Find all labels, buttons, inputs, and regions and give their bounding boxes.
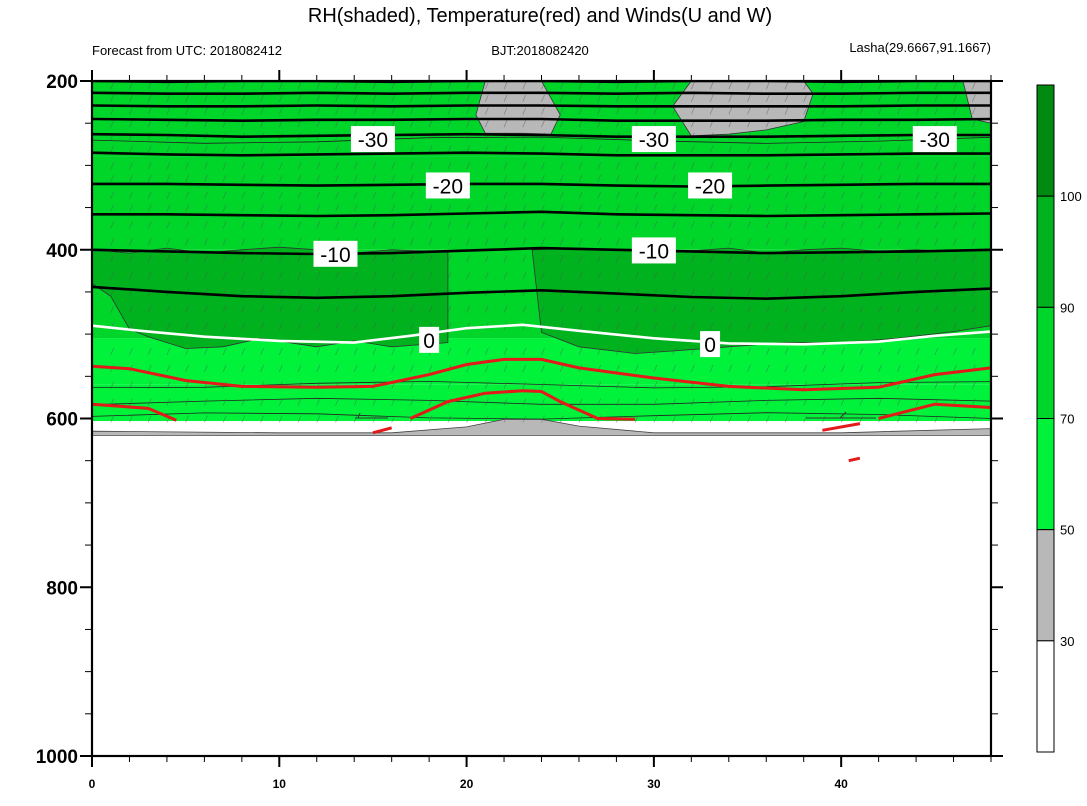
colorbar-segment: [1036, 195, 1055, 308]
x-tick-label: 0: [89, 777, 96, 791]
colorbar-label: 90: [1060, 300, 1074, 315]
temp-label-box: [912, 126, 957, 153]
temp-label-box: [425, 172, 470, 199]
chart-title: RH(shaded), Temperature(red) and Winds(U…: [308, 5, 772, 27]
x-tick-label: 30: [647, 777, 661, 791]
red-isotherm-2: [409, 389, 636, 421]
rh-band-upper: [92, 156, 991, 250]
y-tick-label: 200: [46, 72, 78, 93]
location-subtitle: Lasha(29.6667,91.1667): [849, 40, 991, 55]
red-isotherm-6: [848, 456, 861, 463]
isotherm-4: [92, 132, 991, 139]
isotherm-5: [92, 151, 991, 157]
temp-label: -30: [639, 129, 669, 152]
y-tick-label: 400: [46, 241, 78, 262]
y-tick-label: 800: [46, 578, 78, 599]
isotherm-9: [92, 285, 991, 301]
rh-colorbar: 30 50 70 90 100: [1036, 84, 1082, 753]
bjt-subtitle: BJT:2018082420: [491, 43, 589, 58]
temp-label-box: [419, 326, 440, 353]
y-tick-label: 600: [46, 410, 78, 431]
rh-contour-2: [92, 397, 991, 406]
colorbar-label: 70: [1060, 412, 1074, 427]
rh-band-surface: [92, 418, 991, 436]
rh-contour-0: [92, 136, 991, 144]
isotherm-3: [92, 117, 991, 123]
temp-label-box: [313, 240, 358, 267]
colorbar-segment: [1036, 529, 1055, 642]
x-tick-label: 40: [834, 777, 848, 791]
temp-label-box: [688, 172, 733, 199]
temp-label-box: [700, 331, 721, 358]
colorbar-segment: [1036, 306, 1055, 420]
temp-label: 0: [704, 334, 716, 357]
colorbar-label: 50: [1060, 523, 1074, 538]
forecast-subtitle: Forecast from UTC: 2018082412: [92, 43, 282, 58]
temp-label-box: [631, 126, 676, 153]
isotherm-1: [92, 91, 991, 96]
temp-label: -20: [433, 175, 463, 198]
x-tick-label: 20: [460, 777, 474, 791]
temp-label: -20: [695, 175, 725, 198]
temperature-labels: -30 -30 -30 -20 -20 -10 -10 0 0: [313, 126, 957, 358]
temp-label: -30: [358, 129, 388, 152]
red-isotherm-3: [878, 402, 991, 420]
temp-label: -10: [639, 240, 669, 263]
isotherm-7: [92, 210, 991, 218]
rh-band-lower: [92, 338, 991, 385]
zero-isotherm: [92, 323, 991, 346]
isotherm-6: [92, 182, 991, 188]
red-isotherm-5: [822, 422, 861, 432]
red-isotherm-1: [92, 402, 177, 422]
colorbar-segment: [1036, 84, 1055, 197]
plot-axes: 200 400 600 800 1000 0 10 20 30 40: [36, 70, 1003, 791]
temp-label: -10: [320, 244, 350, 267]
colorbar-label: 100: [1060, 189, 1082, 204]
temp-label-box: [631, 237, 676, 264]
red-isotherm-4: [372, 426, 393, 435]
temperature-isotherms: [92, 81, 991, 463]
red-isotherm-0: [92, 357, 991, 392]
isotherm-8: [92, 246, 991, 256]
colorbar-label: 30: [1060, 634, 1074, 649]
rh-contour-3: [92, 412, 991, 420]
colorbar-segment: [1036, 640, 1055, 753]
colorbar-segment: [1036, 418, 1055, 531]
rh-dark-region-1: [531, 247, 991, 354]
plot-area: [92, 81, 991, 463]
temp-label: 0: [423, 330, 435, 353]
surface-wind-barbs: [355, 411, 876, 419]
temp-label-box: [350, 126, 395, 153]
y-tick-label: 1000: [36, 747, 78, 768]
temp-label: -30: [920, 129, 950, 152]
x-tick-label: 10: [273, 777, 287, 791]
isotherm-2: [92, 104, 991, 108]
